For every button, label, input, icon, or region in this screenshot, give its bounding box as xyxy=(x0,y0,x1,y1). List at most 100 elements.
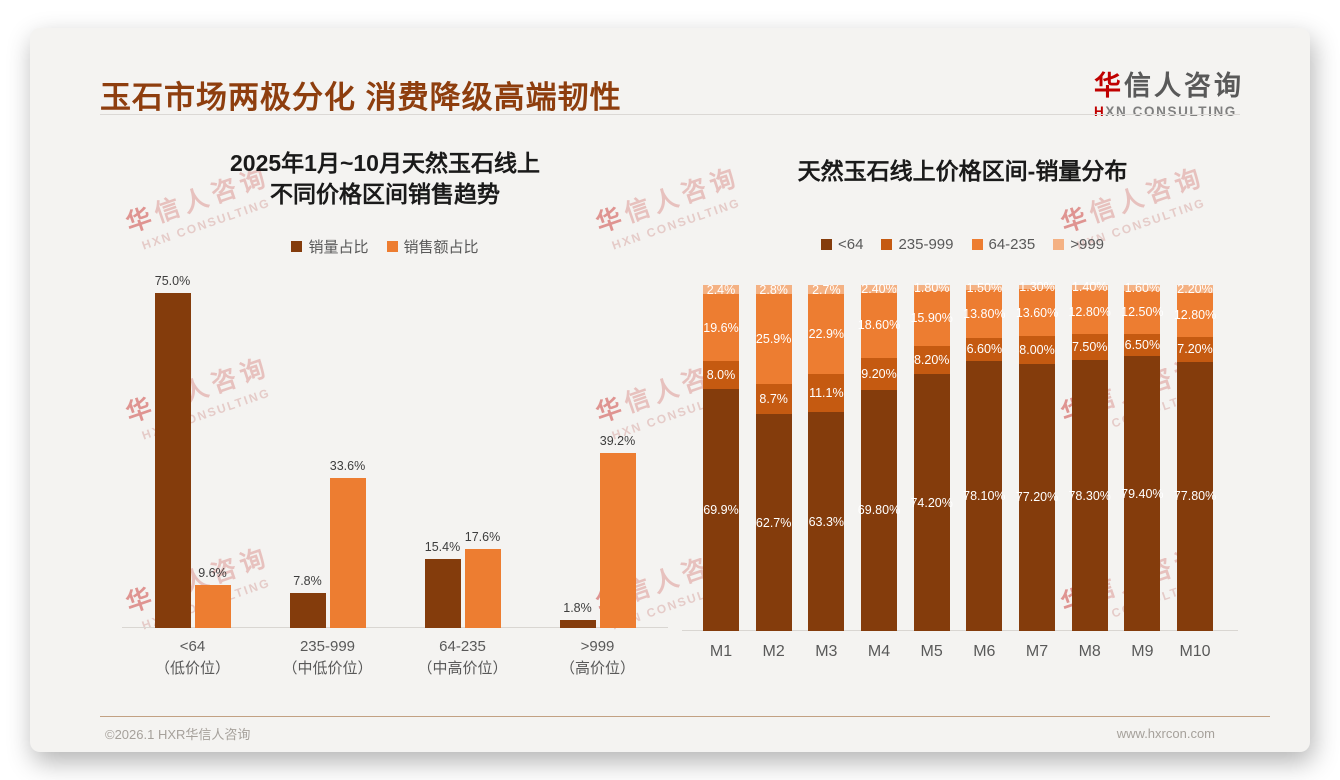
stack-segment xyxy=(861,357,897,390)
stack-segment xyxy=(703,293,739,362)
stack-segment xyxy=(1124,333,1161,357)
segment-value-label: 8.00% xyxy=(1019,343,1055,358)
stack-segment xyxy=(1124,285,1161,291)
segment-value-label: 78.10% xyxy=(963,488,1006,503)
legend-label: 销售额占比 xyxy=(403,239,479,256)
bar-volume-share xyxy=(289,593,326,628)
logo-chinese-rest: 信人咨询 xyxy=(1124,71,1244,101)
segment-value-label: 79.40% xyxy=(1121,486,1164,501)
legend-swatch-icon xyxy=(971,239,983,250)
segment-value-label: 2.20% xyxy=(1177,281,1213,296)
stack-segment xyxy=(755,383,792,415)
legend-label: >999 xyxy=(1070,236,1105,253)
stack-segment xyxy=(1177,285,1214,293)
bar-value-label: 7.8% xyxy=(293,574,322,588)
segment-value-label: 8.7% xyxy=(759,392,788,407)
bar-value-label: 17.6% xyxy=(464,530,501,544)
month-label: M5 xyxy=(920,643,943,660)
segment-value-label: 13.80% xyxy=(963,307,1006,322)
segment-value-label: 63.3% xyxy=(808,514,845,529)
left-chart-title-line2: 不同价格区间销售趋势 xyxy=(270,181,500,207)
logo-chinese-text: 华信人咨询 xyxy=(1094,64,1244,103)
stack-segment xyxy=(861,389,897,631)
stack-segment xyxy=(966,285,1003,291)
segment-value-label: 18.60% xyxy=(857,318,901,333)
stack-segment xyxy=(755,294,792,384)
legend-label: 销量占比 xyxy=(308,239,369,256)
segment-value-label: 12.50% xyxy=(1121,305,1164,320)
legend-item: 64-235 xyxy=(971,236,1035,253)
legend-label: <64 xyxy=(837,236,864,253)
stack-segment xyxy=(913,290,950,346)
website-url: www.hxrcon.com xyxy=(1116,726,1215,741)
month-label: M8 xyxy=(1078,643,1101,660)
footer-divider xyxy=(100,716,1270,717)
stack-segment xyxy=(966,290,1003,338)
month-label: M10 xyxy=(1179,643,1211,660)
bar-value-share xyxy=(329,478,366,628)
category-label: 235-999 （中低价位） xyxy=(282,638,373,677)
company-logo: 华信人咨询 HXN CONSULTING xyxy=(1094,64,1244,119)
left-chart-legend: 销量占比 销售额占比 xyxy=(100,236,670,257)
month-label: M9 xyxy=(1131,643,1154,660)
stack-segment xyxy=(1019,336,1056,364)
left-chart-title-line1: 2025年1月~10月天然玉石线上 xyxy=(230,150,540,176)
right-chart-legend: <64 235-999 64-235 >999 xyxy=(675,236,1250,253)
stack-segment xyxy=(808,373,845,412)
segment-value-label: 12.80% xyxy=(1068,305,1111,319)
stack-segment xyxy=(703,285,739,294)
segment-value-label: 2.40% xyxy=(861,282,897,297)
month-label: M2 xyxy=(762,643,785,660)
segment-value-label: 2.8% xyxy=(759,282,788,297)
legend-item: 销量占比 xyxy=(291,236,369,257)
copyright-text: ©2026.1 HXR华信人咨询 xyxy=(105,727,251,742)
segment-value-label: 22.9% xyxy=(808,326,845,341)
header-divider xyxy=(100,114,1240,115)
stack-segment xyxy=(1019,284,1056,290)
stack-segment xyxy=(808,411,845,631)
x-axis-line xyxy=(682,630,1238,631)
stack-segment xyxy=(1177,336,1214,362)
stack-segment xyxy=(1071,289,1108,335)
segment-value-label: 62.7% xyxy=(755,515,792,530)
stack-segment xyxy=(913,345,950,375)
segment-value-label: 8.20% xyxy=(913,353,950,368)
month-label: M1 xyxy=(709,643,733,660)
segment-value-label: 7.20% xyxy=(1177,342,1213,357)
legend-swatch-icon xyxy=(1053,239,1065,250)
right-chart-title-text: 天然玉石线上价格区间-销量分布 xyxy=(797,158,1128,184)
segment-value-label: 7.50% xyxy=(1071,340,1108,355)
page-title: 玉石市场两极分化 消费降级高端韧性 xyxy=(100,80,622,115)
stack-segment xyxy=(861,285,897,294)
bar-value-label: 39.2% xyxy=(599,434,636,448)
segment-value-label: 19.6% xyxy=(703,320,739,335)
segment-value-label: 1.50% xyxy=(966,280,1003,295)
segment-value-label: 77.80% xyxy=(1173,489,1217,504)
x-axis-line xyxy=(122,627,668,628)
legend-swatch-icon xyxy=(881,239,893,250)
bar-value-share xyxy=(194,585,231,628)
right-chart-title: 天然玉石线上价格区间-销量分布 xyxy=(675,156,1250,187)
segment-value-label: 78.30% xyxy=(1068,488,1111,503)
legend-item: <64 xyxy=(820,236,864,253)
segment-value-label: 8.0% xyxy=(706,368,736,383)
stack-segment xyxy=(703,361,739,390)
segment-value-label: 25.9% xyxy=(755,332,792,347)
segment-value-label: 74.20% xyxy=(910,495,953,510)
legend-item: 235-999 xyxy=(881,236,954,253)
category-label: >999 （高价位） xyxy=(559,638,636,677)
stack-segment xyxy=(703,389,739,631)
segment-value-label: 69.9% xyxy=(703,503,739,518)
month-label: M4 xyxy=(867,643,891,660)
segment-value-label: 11.1% xyxy=(809,385,844,400)
legend-swatch-icon xyxy=(820,239,832,250)
stack-segment xyxy=(966,360,1003,631)
bar-value-label: 9.6% xyxy=(198,566,227,580)
segment-value-label: 2.4% xyxy=(706,282,736,297)
segment-value-label: 69.80% xyxy=(857,503,901,518)
segment-value-label: 1.30% xyxy=(1019,279,1055,294)
segment-value-label: 1.40% xyxy=(1071,280,1108,295)
stack-segment xyxy=(1177,361,1214,631)
logo-english-rest: XN CONSULTING xyxy=(1105,104,1237,119)
stack-segment xyxy=(1124,290,1161,334)
